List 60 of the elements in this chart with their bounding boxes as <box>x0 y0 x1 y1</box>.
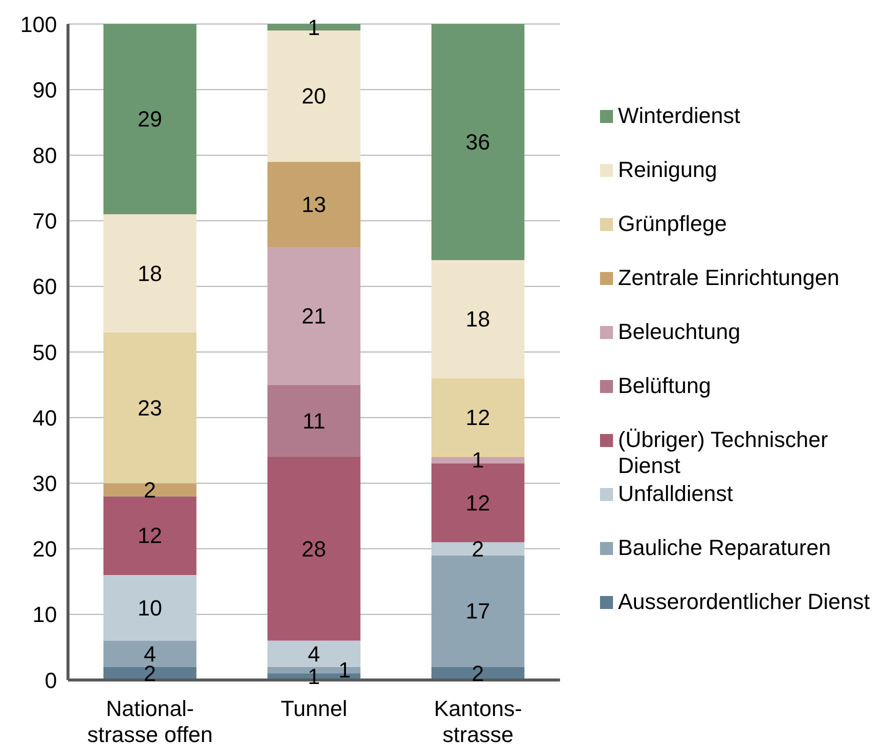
data-label: 12 <box>466 490 490 516</box>
legend-label: (Übriger) Technischer Dienst <box>618 427 829 479</box>
bar <box>103 640 196 667</box>
legend-label: Belüftung <box>618 373 711 399</box>
legend-label: Reinigung <box>618 157 718 183</box>
y-tick-label: 70 <box>32 208 57 234</box>
legend-label: Winterdienst <box>618 103 740 129</box>
data-label: 10 <box>138 595 162 620</box>
data-label: 12 <box>138 523 162 548</box>
y-tick-label: 50 <box>32 340 57 365</box>
data-label: 18 <box>466 306 490 332</box>
y-tick-label: 80 <box>32 143 57 168</box>
bar <box>267 384 360 457</box>
legend-label: Ausserordentlicher Dienst <box>618 589 870 615</box>
y-tick-label: 60 <box>32 274 57 300</box>
bar <box>103 214 196 332</box>
x-tick-label: Kantons- strasse <box>434 696 522 745</box>
y-tick-label: 40 <box>32 405 57 430</box>
data-label: 28 <box>302 536 326 562</box>
y-tick-label: 10 <box>32 602 57 628</box>
data-label: 1 <box>338 658 351 683</box>
legend-label: Beleuchtung <box>618 319 740 345</box>
y-tick-label: 100 <box>20 12 57 37</box>
data-label: 1 <box>472 448 484 473</box>
x-tick-label: Tunnel <box>280 696 348 721</box>
bar <box>431 24 524 260</box>
x-tick-label: National- strasse offen <box>87 696 213 745</box>
data-label: 20 <box>302 84 326 109</box>
data-label: 36 <box>466 130 490 155</box>
bar <box>103 24 196 214</box>
bar <box>103 496 196 576</box>
legend-label: Grünpflege <box>618 211 727 237</box>
data-label: 11 <box>302 408 326 434</box>
data-label: 17 <box>466 598 490 624</box>
data-label: 23 <box>138 395 162 420</box>
data-label: 18 <box>138 260 162 286</box>
data-label: 13 <box>302 192 326 217</box>
data-label: 4 <box>308 641 320 666</box>
y-tick-label: 90 <box>32 77 57 102</box>
data-label: 2 <box>472 536 484 562</box>
data-label: 2 <box>144 477 156 502</box>
legend-label: Unfalldienst <box>618 481 733 507</box>
bar <box>103 575 196 641</box>
data-label: 21 <box>302 303 326 328</box>
bar <box>267 162 360 248</box>
y-tick-label: 30 <box>32 471 57 496</box>
bar <box>431 542 524 556</box>
legend-label: Zentrale Einrichtungen <box>618 265 840 291</box>
bar <box>267 456 360 641</box>
bar <box>103 332 196 484</box>
data-label: 2 <box>472 660 484 686</box>
bar <box>431 555 524 667</box>
data-label: 12 <box>466 405 490 430</box>
bar <box>431 260 524 378</box>
bar <box>267 247 360 385</box>
y-tick-label: 20 <box>32 536 57 562</box>
bar <box>103 483 196 496</box>
y-tick-label: 0 <box>44 668 57 693</box>
legend-label: Bauliche Reparaturen <box>618 535 831 561</box>
data-label: 29 <box>138 106 162 132</box>
